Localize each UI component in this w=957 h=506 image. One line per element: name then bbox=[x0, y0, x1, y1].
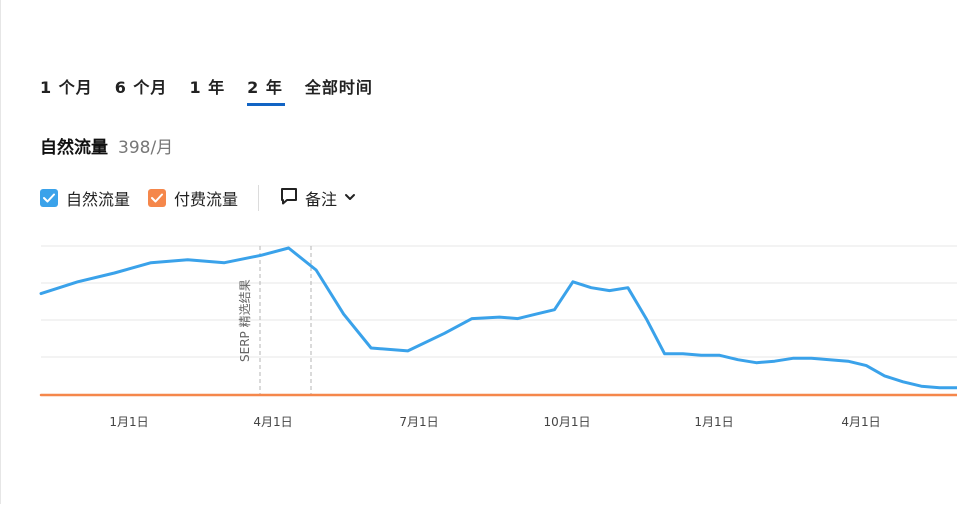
notes-dropdown[interactable]: 备注 bbox=[279, 186, 357, 210]
tab-all-time[interactable]: 全部时间 bbox=[304, 78, 373, 97]
chevron-down-icon bbox=[343, 189, 357, 208]
notes-label: 备注 bbox=[305, 190, 338, 209]
comment-icon bbox=[279, 186, 299, 210]
x-axis-ticks: 1月1日 4月1日 7月1日 10月1日 1月1日 4月1日 bbox=[109, 415, 880, 429]
x-tick-label: 7月1日 bbox=[399, 415, 438, 429]
paid-traffic-label: 付费流量 bbox=[174, 190, 239, 209]
date-range-tabs: 1 个月 6 个月 1 年 2 年 全部时间 bbox=[40, 74, 395, 106]
checkbox-checked-icon bbox=[148, 189, 167, 207]
legend-divider bbox=[258, 185, 260, 211]
tab-2-years[interactable]: 2 年 bbox=[247, 74, 285, 106]
x-tick-label: 1月1日 bbox=[694, 415, 733, 429]
tab-1-month[interactable]: 1 个月 bbox=[40, 78, 93, 97]
metric-header: 自然流量 398/月 bbox=[40, 133, 173, 158]
tab-1-year[interactable]: 1 年 bbox=[189, 78, 226, 97]
legend: 自然流量 付费流量 备注 bbox=[40, 185, 357, 211]
tab-6-months[interactable]: 6 个月 bbox=[114, 78, 168, 97]
checkbox-checked-icon bbox=[40, 189, 58, 207]
metric-title: 自然流量 bbox=[40, 138, 108, 158]
organic-traffic-label: 自然流量 bbox=[66, 190, 131, 209]
chart-series bbox=[39, 246, 957, 397]
traffic-chart: SERP 精选结果 1月1日 4月1日 7月1日 10月1日 1月1日 4月1日 bbox=[39, 245, 957, 429]
organic-traffic-checkbox[interactable]: 自然流量 bbox=[40, 186, 130, 210]
x-tick-label: 4月1日 bbox=[253, 415, 292, 429]
chart-grid bbox=[41, 245, 957, 358]
serp-annotation-label: SERP 精选结果 bbox=[238, 279, 252, 362]
x-tick-label: 10月1日 bbox=[544, 415, 591, 429]
annotation-markers bbox=[259, 246, 312, 395]
metric-value: 398/月 bbox=[118, 138, 174, 158]
paid-traffic-checkbox[interactable]: 付费流量 bbox=[148, 186, 238, 210]
x-tick-label: 4月1日 bbox=[841, 415, 880, 429]
x-tick-label: 1月1日 bbox=[109, 415, 148, 429]
organic-traffic-line bbox=[39, 246, 957, 390]
